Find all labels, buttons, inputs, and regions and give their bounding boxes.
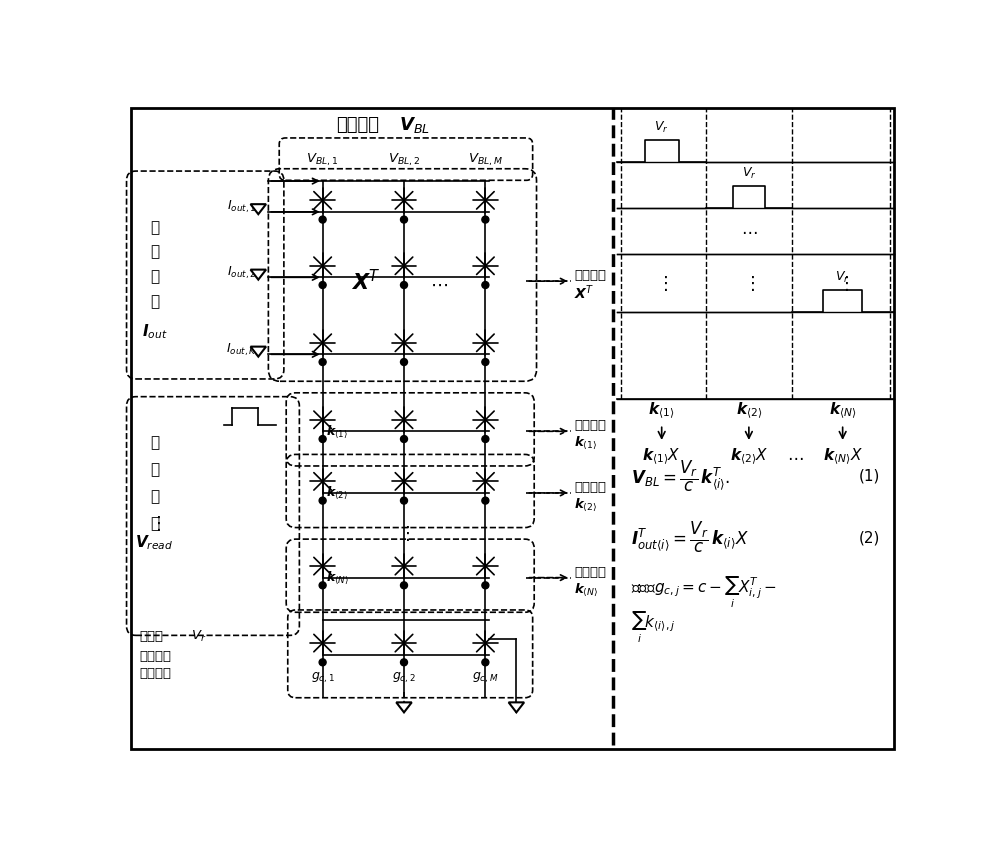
Text: $\boldsymbol{k}_{\langle 2\rangle}X$: $\boldsymbol{k}_{\langle 2\rangle}X$ [730,446,768,467]
Text: 电导向量: 电导向量 [574,481,606,494]
Text: $I_{out,K}$: $I_{out,K}$ [226,342,257,358]
Text: $\boldsymbol{k}_{\langle 1\rangle}X$: $\boldsymbol{k}_{\langle 1\rangle}X$ [642,446,681,467]
Text: $\boldsymbol{k}_{\langle 2\rangle}$: $\boldsymbol{k}_{\langle 2\rangle}$ [736,400,762,421]
Text: 位线电压: 位线电压 [336,116,379,134]
Circle shape [482,282,489,288]
Text: $V_r$: $V_r$ [742,166,756,181]
Polygon shape [251,204,266,215]
Text: 入: 入 [150,462,159,477]
Text: 幅值：: 幅值： [139,630,163,644]
Circle shape [401,359,407,365]
Polygon shape [509,702,524,712]
Circle shape [401,497,407,504]
Circle shape [401,282,407,288]
Text: $V_r$: $V_r$ [191,629,206,644]
Text: 电导向量: 电导向量 [574,566,606,578]
Text: $\boldsymbol{k}_{\langle 1\rangle}$: $\boldsymbol{k}_{\langle 1\rangle}$ [574,434,598,451]
Circle shape [401,436,407,443]
Circle shape [482,497,489,504]
Text: 一次开启: 一次开启 [139,650,171,663]
Circle shape [401,659,407,666]
Circle shape [482,436,489,443]
Circle shape [482,582,489,589]
Text: $\sum_i k_{\langle i\rangle,j}$: $\sum_i k_{\langle i\rangle,j}$ [631,611,675,644]
Polygon shape [396,702,412,712]
Circle shape [401,216,407,223]
Text: $\boldsymbol{X}^T$: $\boldsymbol{X}^T$ [574,283,595,302]
Circle shape [319,216,326,223]
Text: $g_{c,2}$: $g_{c,2}$ [392,671,416,685]
Text: $\boldsymbol{V}_{read}$: $\boldsymbol{V}_{read}$ [135,533,174,552]
Text: (1): (1) [858,468,880,483]
Text: $\boldsymbol{I}_{out}$: $\boldsymbol{I}_{out}$ [142,322,167,341]
Text: $\cdots$: $\cdots$ [430,276,448,294]
Text: $\boldsymbol{k}_{\langle 2\rangle}$: $\boldsymbol{k}_{\langle 2\rangle}$ [574,496,598,513]
Text: $I_{out,1}$: $I_{out,1}$ [227,199,256,215]
Text: 输: 输 [150,220,159,235]
Text: 量: 量 [150,293,159,309]
Text: 电: 电 [150,489,159,505]
Text: 压: 压 [150,516,159,531]
Text: $V_{BL,2}$: $V_{BL,2}$ [388,152,420,169]
Text: $\boldsymbol{k}_{\langle 1\rangle}$: $\boldsymbol{k}_{\langle 1\rangle}$ [326,423,349,439]
Text: $V_{BL,M}$: $V_{BL,M}$ [468,152,503,169]
Polygon shape [251,270,266,280]
Text: $\boldsymbol{k}_{\langle 2\rangle}$: $\boldsymbol{k}_{\langle 2\rangle}$ [326,484,349,501]
Circle shape [482,659,489,666]
Text: $\vdots$: $\vdots$ [149,514,160,533]
Text: $\vdots$: $\vdots$ [656,274,668,293]
Text: 条件：$g_{c,j} = c - \sum_i X_{i,j}^T -$: 条件：$g_{c,j} = c - \sum_i X_{i,j}^T -$ [631,576,777,611]
Text: $\boldsymbol{V}_{BL}$: $\boldsymbol{V}_{BL}$ [399,114,430,135]
Circle shape [401,582,407,589]
Text: $\cdots$: $\cdots$ [741,222,757,240]
Text: $V_{BL,1}$: $V_{BL,1}$ [306,152,339,169]
Text: 出: 出 [150,244,159,259]
Circle shape [482,359,489,365]
Text: $\boldsymbol{I}_{out\langle i\rangle}^T = \dfrac{V_r}{c}\,\boldsymbol{k}_{\langl: $\boldsymbol{I}_{out\langle i\rangle}^T … [631,520,749,555]
Circle shape [319,282,326,288]
Circle shape [319,436,326,443]
Text: $\boldsymbol{k}_{\langle N\rangle}X$: $\boldsymbol{k}_{\langle N\rangle}X$ [823,446,863,467]
Text: $\boldsymbol{X}^T$: $\boldsymbol{X}^T$ [351,269,380,293]
Text: $\cdots$: $\cdots$ [787,448,804,466]
Polygon shape [251,347,266,357]
Text: $\boldsymbol{k}_{\langle N\rangle}$: $\boldsymbol{k}_{\langle N\rangle}$ [574,581,599,598]
Text: 电导向量: 电导向量 [574,420,606,432]
Text: 一个字线: 一个字线 [139,667,171,680]
Text: 向: 向 [150,269,159,284]
Text: $\vdots$: $\vdots$ [837,274,849,293]
Circle shape [319,582,326,589]
Text: $\boldsymbol{k}_{\langle N\rangle}$: $\boldsymbol{k}_{\langle N\rangle}$ [326,569,350,586]
Text: $\boldsymbol{V}_{BL} = \dfrac{V_r}{c}\,\boldsymbol{k}_{\langle i\rangle}^T.$: $\boldsymbol{V}_{BL} = \dfrac{V_r}{c}\,\… [631,459,730,494]
Text: $\boldsymbol{k}_{\langle N\rangle}$: $\boldsymbol{k}_{\langle N\rangle}$ [829,400,856,421]
Text: $g_{c,1}$: $g_{c,1}$ [311,671,335,685]
Text: $I_{out,2}$: $I_{out,2}$ [227,265,256,281]
Text: $V_r$: $V_r$ [654,120,669,135]
Text: 输: 输 [150,435,159,450]
Circle shape [319,659,326,666]
Text: $\vdots$: $\vdots$ [398,524,410,544]
Circle shape [319,359,326,365]
Circle shape [319,497,326,504]
Text: (2): (2) [858,530,880,545]
Text: $V_r$: $V_r$ [835,270,850,285]
Text: 电导矩阵: 电导矩阵 [574,270,606,282]
Circle shape [482,216,489,223]
Text: $\vdots$: $\vdots$ [743,274,755,293]
Text: $\boldsymbol{k}_{\langle 1\rangle}$: $\boldsymbol{k}_{\langle 1\rangle}$ [648,400,675,421]
Text: $g_{c,M}$: $g_{c,M}$ [472,671,499,685]
